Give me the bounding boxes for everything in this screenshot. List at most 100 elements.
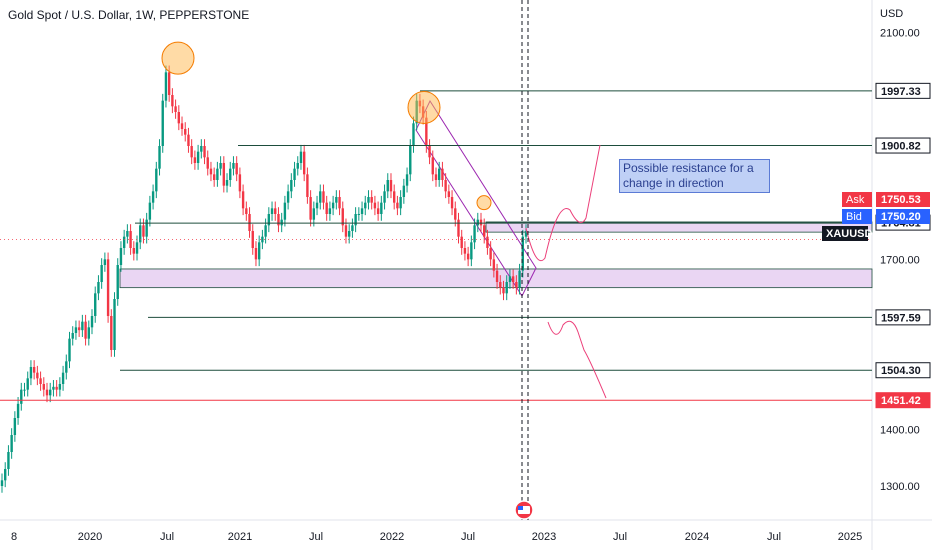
candle-body	[518, 270, 521, 288]
candle-body	[42, 384, 45, 390]
candle-body	[10, 435, 13, 452]
candle-body	[84, 321, 87, 339]
chart-title: Gold Spot / U.S. Dollar, 1W, PEPPERSTONE	[8, 8, 250, 22]
candle-body	[392, 191, 396, 203]
y-tick-label: 1700.00	[880, 254, 920, 266]
candle-body	[39, 378, 42, 384]
candle-body	[466, 253, 470, 260]
tag-name-label: Bid	[846, 211, 862, 223]
tag-name-box	[842, 209, 872, 224]
tag-name-label: Ask	[846, 194, 865, 206]
candle-body	[193, 157, 197, 163]
candle-body	[203, 146, 206, 158]
candle-body	[245, 208, 248, 214]
candle-body	[200, 146, 203, 152]
candle-body	[229, 168, 232, 180]
candle-body	[81, 321, 84, 331]
candle-body	[155, 168, 158, 192]
candle-body	[206, 157, 209, 169]
candle-body	[444, 180, 447, 192]
x-tick-label: 2025	[838, 531, 862, 543]
x-tick-label: Jul	[767, 531, 781, 543]
zone-rect	[485, 221, 873, 233]
tag-price-box	[876, 209, 930, 224]
candle-body	[65, 361, 68, 373]
candle-body	[373, 202, 377, 209]
x-tick-label: 2022	[380, 531, 404, 543]
candle-body	[106, 259, 110, 316]
candle-body	[196, 151, 200, 163]
x-tick-label: 2020	[78, 531, 102, 543]
candle-body	[351, 225, 354, 231]
candle-body	[90, 316, 94, 328]
candle-body	[209, 168, 213, 175]
highlight-circle	[476, 195, 492, 211]
tag-price-label: 1750.20	[881, 211, 921, 223]
candle-body	[322, 191, 325, 203]
tag-price-box	[876, 192, 930, 207]
candle-body	[126, 231, 129, 237]
candle-body	[402, 185, 406, 197]
candle-body	[344, 225, 348, 237]
candle-body	[399, 197, 402, 209]
candle-body	[36, 372, 39, 379]
candle-body	[524, 231, 528, 237]
candle-body	[521, 236, 524, 271]
candle-body	[164, 72, 168, 101]
x-tick-label: Jul	[613, 531, 627, 543]
candle-body	[341, 208, 344, 226]
candle-body	[315, 202, 319, 209]
candle-body	[274, 208, 277, 214]
candle-body	[261, 236, 264, 243]
candle-body	[55, 386, 58, 390]
candle-body	[328, 208, 332, 214]
candle-body	[151, 191, 155, 203]
candle-body	[396, 202, 399, 209]
candle-body	[100, 265, 103, 282]
candle-body	[142, 225, 145, 237]
candle-body	[225, 180, 229, 186]
candle-body	[376, 208, 380, 214]
y-tick-label: 2100.00	[880, 28, 920, 40]
annotation-box[interactable]: Possible resistance for a change in dire…	[619, 159, 770, 193]
candle-body	[32, 367, 36, 373]
candle-body	[354, 214, 357, 226]
candle-body	[171, 95, 174, 107]
candle-body	[235, 163, 238, 175]
candle-body	[463, 248, 467, 254]
level-price-label: 1597.59	[881, 312, 921, 324]
candle-body	[431, 157, 434, 175]
level-price-label: 1900.82	[881, 141, 921, 153]
candle-body	[180, 123, 184, 129]
candle-body	[470, 242, 473, 260]
candle-body	[302, 151, 306, 175]
candle-body	[299, 151, 303, 163]
y-tick-label: 1300.00	[880, 481, 920, 493]
candle-body	[26, 378, 29, 390]
candle-body	[23, 389, 26, 391]
candle-body	[515, 282, 518, 288]
candle-body	[283, 202, 287, 220]
candle-body	[167, 72, 171, 95]
candle-body	[49, 389, 52, 396]
x-tick-label: 2021	[228, 531, 252, 543]
highlight-circle	[161, 41, 195, 75]
candle-body	[312, 208, 316, 220]
candle-body	[16, 403, 20, 418]
x-tick-label: 2024	[685, 531, 709, 543]
candle-body	[405, 174, 409, 186]
candle-body	[257, 242, 261, 260]
candle-body	[254, 248, 258, 260]
candle-body	[428, 146, 431, 158]
candle-body	[438, 168, 441, 180]
candle-body	[129, 231, 132, 248]
candle-body	[13, 418, 17, 435]
candle-body	[364, 202, 367, 209]
candle-body	[174, 106, 177, 112]
candle-body	[483, 225, 486, 237]
candle-body	[499, 282, 502, 288]
highlight-circle	[407, 90, 441, 124]
candle-body	[502, 287, 505, 294]
